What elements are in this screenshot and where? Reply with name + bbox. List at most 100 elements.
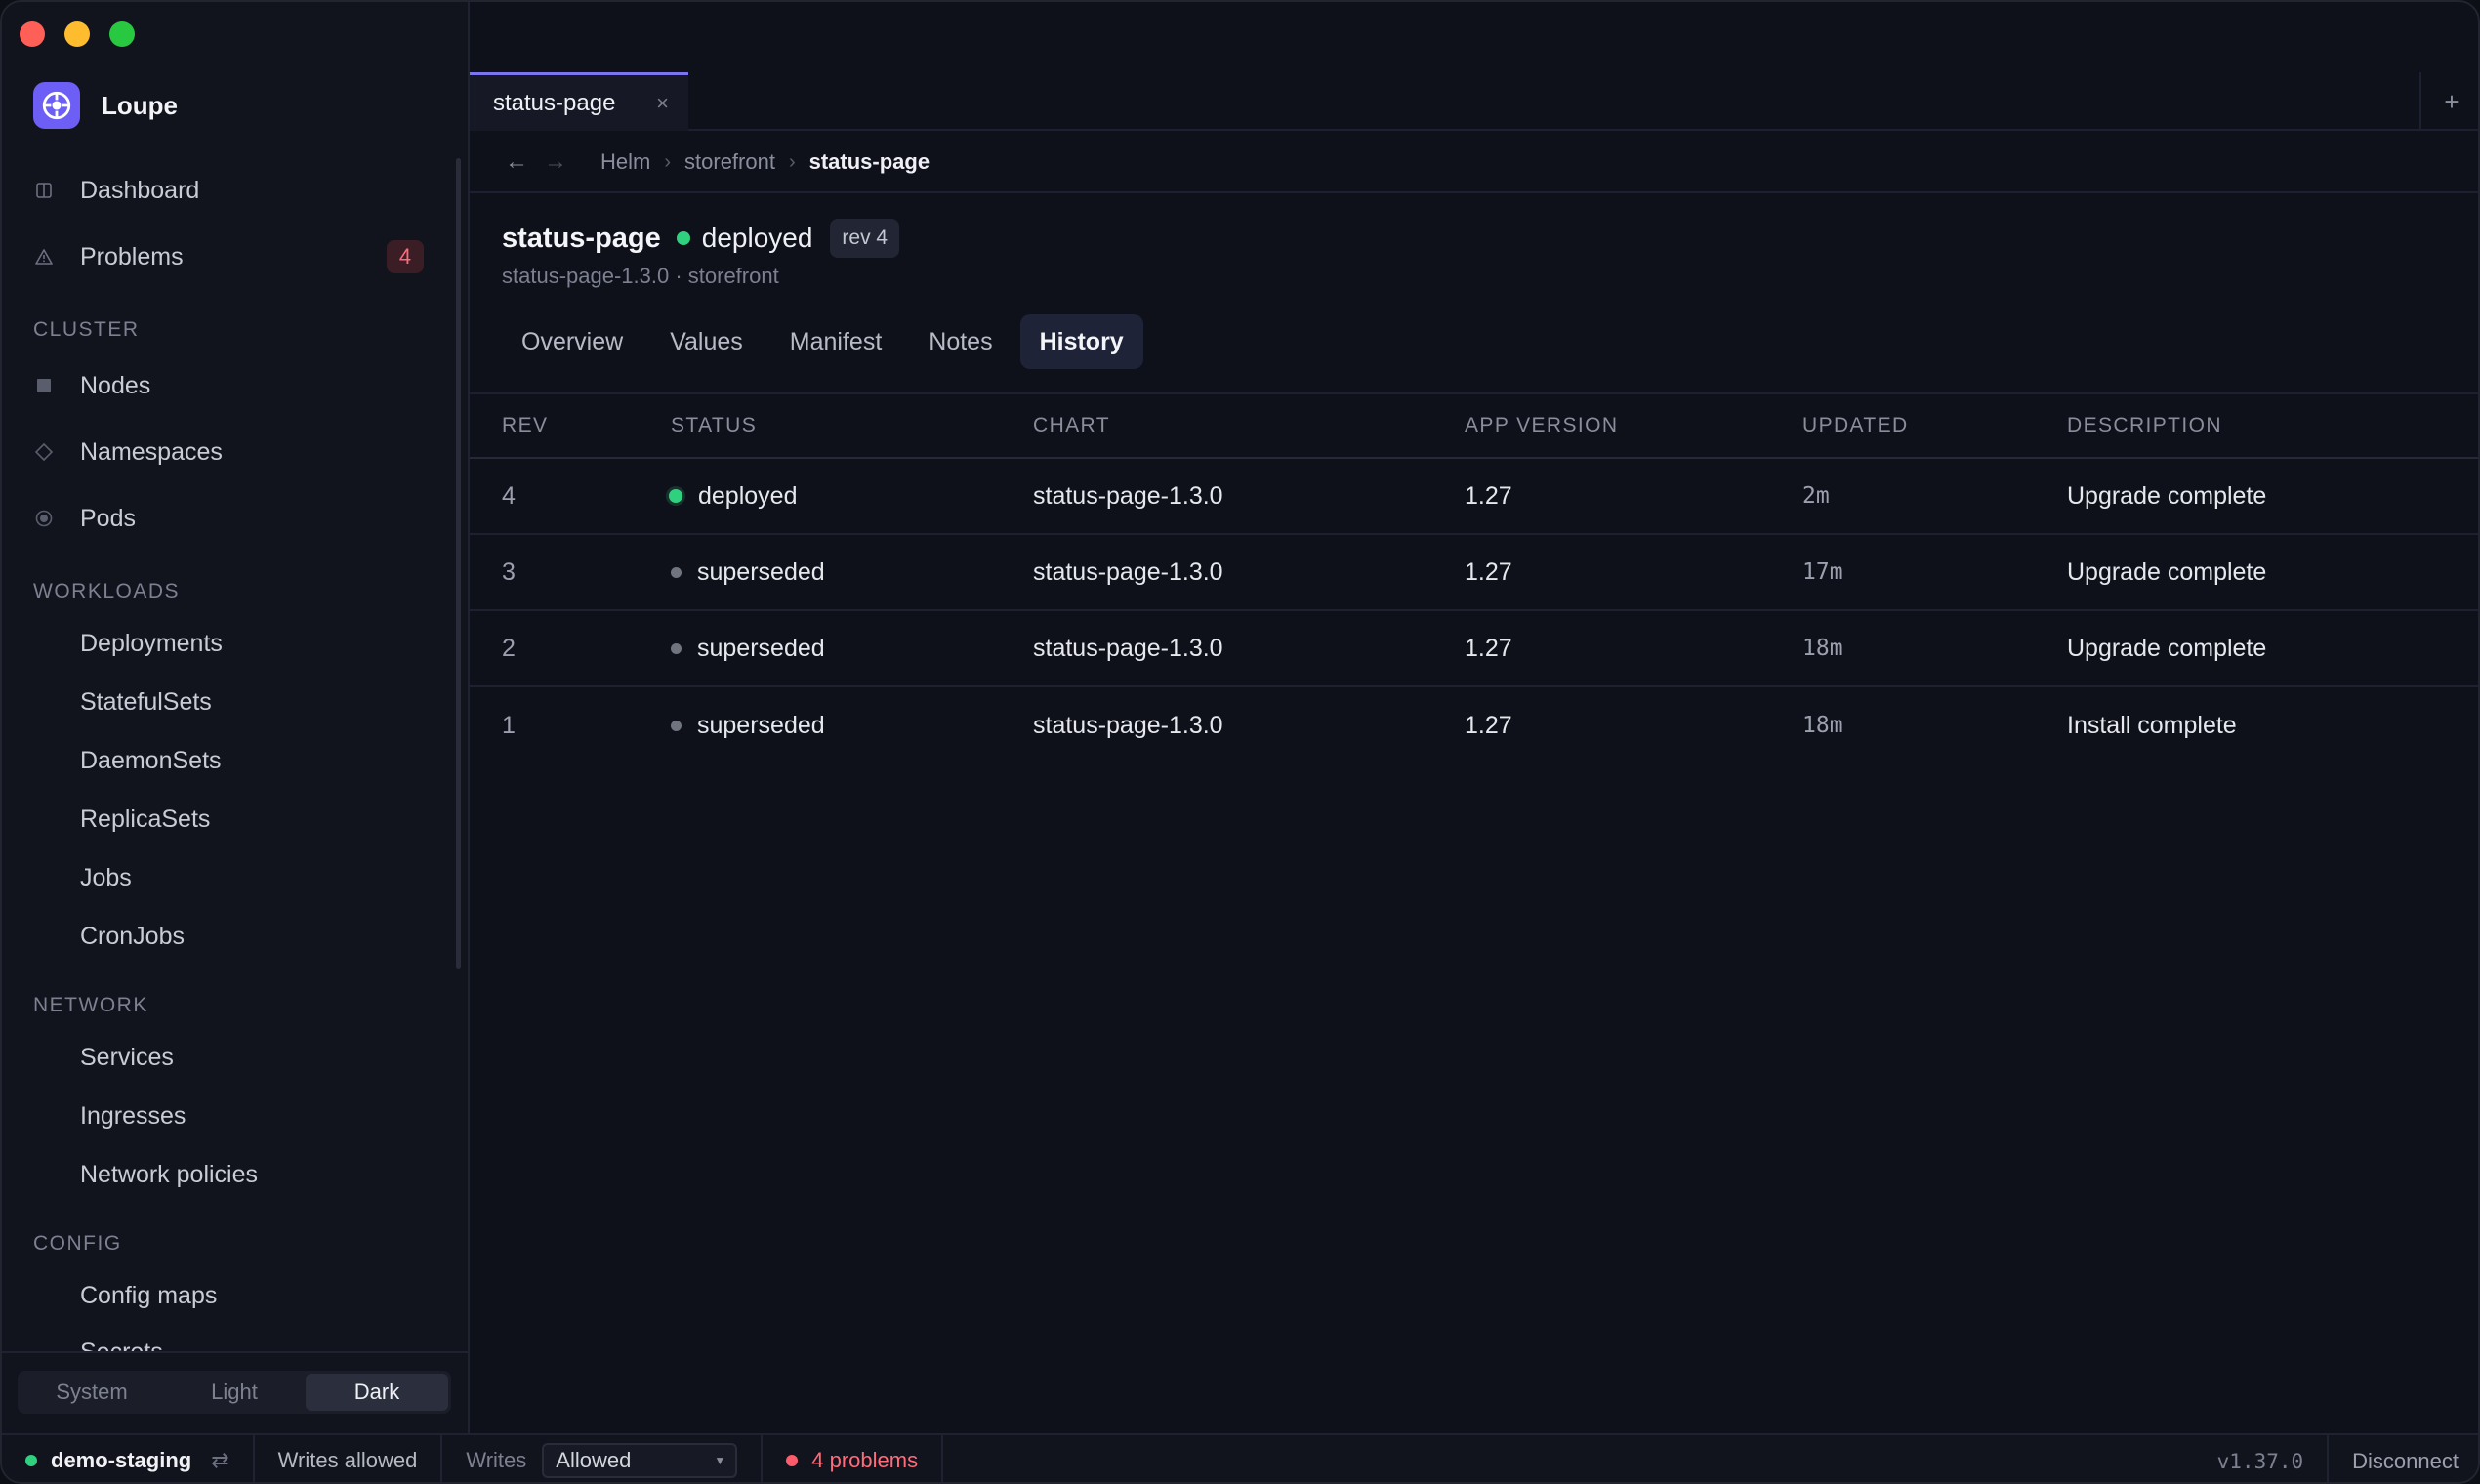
sidebar: Loupe Dashboard Problems 4 CLUSTER Nodes… <box>2 2 470 1433</box>
section-header-cluster: CLUSTER <box>33 318 140 341</box>
window-controls <box>20 21 135 47</box>
sidebar-scrollbar[interactable] <box>456 158 461 969</box>
revision-badge: rev 4 <box>830 219 900 258</box>
cell-app-version: 1.27 <box>1465 557 1512 586</box>
sidebar-item-pods[interactable]: Pods <box>33 490 424 547</box>
sidebar-item-deployments[interactable]: Deployments <box>80 615 471 672</box>
cell-status: superseded <box>671 635 825 663</box>
theme-option-light[interactable]: Light <box>211 1380 258 1404</box>
minimize-window-button[interactable] <box>64 21 90 47</box>
back-arrow-icon[interactable]: ← <box>505 148 528 175</box>
sidebar-item-label: Services <box>80 1043 174 1071</box>
problems-indicator[interactable]: 4 problems <box>763 1434 944 1482</box>
cell-app-version: 1.27 <box>1465 634 1512 662</box>
writes-control: Writes Allowed ▼ <box>442 1434 764 1482</box>
cell-chart: status-page-1.3.0 <box>1033 557 1223 586</box>
column-header-updated[interactable]: UPDATED <box>1802 414 1909 436</box>
superseded-dot-icon <box>671 642 682 654</box>
chevron-down-icon: ▼ <box>714 1454 726 1467</box>
warning-icon <box>33 246 55 268</box>
section-header-network: NETWORK <box>33 994 148 1016</box>
table-header: REV STATUS CHART APP VERSION UPDATED DES… <box>470 392 2478 459</box>
tab-manifest[interactable]: Manifest <box>789 327 883 355</box>
sidebar-item-services[interactable]: Services <box>80 1029 471 1086</box>
sidebar-item-problems[interactable]: Problems 4 <box>33 228 424 285</box>
sidebar-item-label: Network policies <box>80 1160 259 1188</box>
superseded-dot-icon <box>671 566 682 578</box>
table-row[interactable]: 3 superseded status-page-1.3.0 1.27 17m … <box>470 535 2478 611</box>
sidebar-item-config-maps[interactable]: Config maps <box>80 1267 471 1324</box>
cell-status: superseded <box>671 712 825 740</box>
sidebar-item-dashboard[interactable]: Dashboard <box>33 162 424 219</box>
writes-label: Writes <box>466 1448 527 1472</box>
close-window-button[interactable] <box>20 21 45 47</box>
context-switcher[interactable]: demo-staging ⇄ <box>2 1434 255 1482</box>
status-bar: demo-staging ⇄ Writes allowed Writes All… <box>2 1433 2478 1482</box>
new-tab-button[interactable]: + <box>2419 72 2478 131</box>
status-bar-right: v1.37.0 Disconnect <box>2194 1435 2478 1482</box>
cell-updated: 17m <box>1802 559 1843 585</box>
forward-arrow-icon[interactable]: → <box>544 148 567 175</box>
cell-status: deployed <box>669 482 797 511</box>
tab-overview[interactable]: Overview <box>521 327 624 355</box>
close-tab-icon[interactable]: × <box>656 90 669 115</box>
sidebar-item-statefulsets[interactable]: StatefulSets <box>80 674 471 730</box>
sidebar-item-label: StatefulSets <box>80 687 212 716</box>
breadcrumb-item-helm[interactable]: Helm <box>600 149 651 174</box>
column-header-description[interactable]: DESCRIPTION <box>2067 414 2222 436</box>
context-name: demo-staging <box>51 1448 192 1472</box>
breadcrumb-item-namespace[interactable]: storefront <box>684 149 775 174</box>
sidebar-item-label: Dashboard <box>80 176 200 204</box>
sidebar-item-label: Namespaces <box>80 437 223 466</box>
column-header-app-version[interactable]: APP VERSION <box>1465 414 1619 436</box>
sidebar-item-label: DaemonSets <box>80 746 222 774</box>
sidebar-item-jobs[interactable]: Jobs <box>80 849 471 906</box>
cell-app-version: 1.27 <box>1465 711 1512 739</box>
swap-icon[interactable]: ⇄ <box>211 1448 229 1472</box>
cell-description: Upgrade complete <box>2067 557 2267 586</box>
sidebar-item-label: Jobs <box>80 863 132 891</box>
node-icon <box>33 375 55 396</box>
disconnect-button[interactable]: Disconnect <box>2352 1449 2459 1473</box>
sidebar-clip: Secrets <box>2 1324 468 1354</box>
writes-select[interactable]: Allowed ▼ <box>542 1443 738 1478</box>
writes-select-value: Allowed <box>556 1448 632 1472</box>
sidebar-item-label: Config maps <box>80 1281 218 1309</box>
sidebar-item-daemonsets[interactable]: DaemonSets <box>80 732 471 789</box>
namespace-icon <box>33 441 55 463</box>
sidebar-item-cronjobs[interactable]: CronJobs <box>80 908 471 965</box>
tab-notes[interactable]: Notes <box>929 327 993 355</box>
sidebar-item-secrets[interactable]: Secrets <box>80 1324 468 1354</box>
sidebar-item-label: Pods <box>80 504 136 532</box>
cell-rev: 4 <box>502 481 516 510</box>
history-table: REV STATUS CHART APP VERSION UPDATED DES… <box>470 392 2478 763</box>
pod-icon <box>33 508 55 529</box>
cell-rev: 3 <box>502 557 516 586</box>
sidebar-item-nodes[interactable]: Nodes <box>33 357 424 414</box>
status-text: superseded <box>697 557 825 586</box>
column-header-rev[interactable]: REV <box>502 414 549 436</box>
maximize-window-button[interactable] <box>109 21 135 47</box>
theme-option-dark[interactable]: Dark <box>306 1374 448 1411</box>
table-row[interactable]: 1 superseded status-page-1.3.0 1.27 18m … <box>470 687 2478 763</box>
tab-values[interactable]: Values <box>670 327 743 355</box>
sidebar-item-ingresses[interactable]: Ingresses <box>80 1088 471 1144</box>
column-header-chart[interactable]: CHART <box>1033 414 1110 436</box>
sidebar-item-label: Ingresses <box>80 1101 186 1130</box>
tab-status-page[interactable]: status-page × <box>470 72 688 131</box>
cell-updated: 18m <box>1802 636 1843 661</box>
table-row[interactable]: 2 superseded status-page-1.3.0 1.27 18m … <box>470 611 2478 687</box>
sidebar-item-replicasets[interactable]: ReplicaSets <box>80 791 471 847</box>
sidebar-item-namespaces[interactable]: Namespaces <box>33 424 424 480</box>
table-row[interactable]: 4 deployed status-page-1.3.0 1.27 2m Upg… <box>470 459 2478 535</box>
column-header-status[interactable]: STATUS <box>671 414 758 436</box>
tab-history[interactable]: History <box>1019 314 1143 369</box>
sidebar-item-label: ReplicaSets <box>80 804 211 833</box>
theme-option-system[interactable]: System <box>56 1380 128 1404</box>
cell-chart: status-page-1.3.0 <box>1033 634 1223 662</box>
section-header-config: CONFIG <box>33 1232 122 1255</box>
cell-description: Install complete <box>2067 711 2237 739</box>
brand: Loupe <box>33 82 178 129</box>
sidebar-item-network-policies[interactable]: Network policies <box>80 1146 471 1203</box>
